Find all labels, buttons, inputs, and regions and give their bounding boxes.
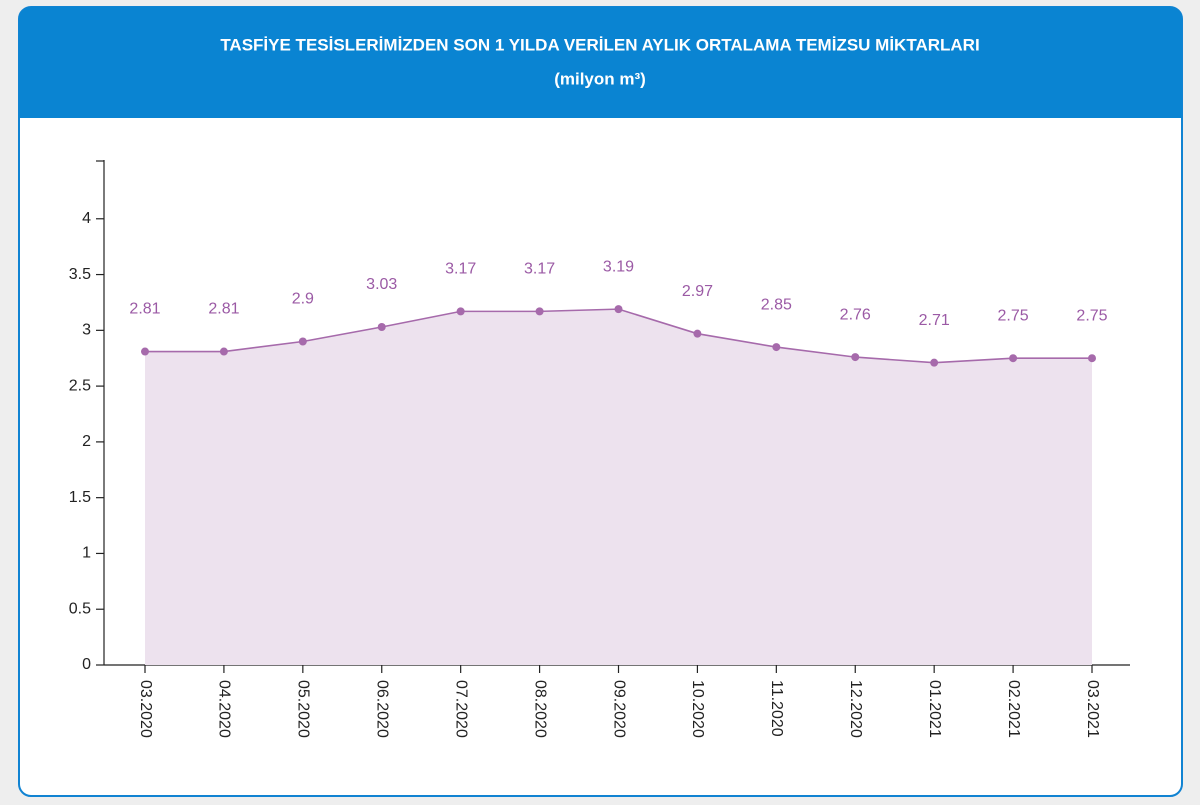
x-tick-label: 10.2020 [689,680,706,738]
x-tick-label: 02.2021 [1005,680,1022,738]
x-tick-label: 04.2020 [216,680,233,738]
x-tick-label: 07.2020 [452,680,469,738]
x-tick-label: 09.2020 [610,680,627,738]
point [219,347,228,356]
value-label: 2.76 [840,306,871,323]
value-label: 2.81 [129,301,160,318]
point [930,358,939,367]
point [141,347,149,356]
value-label: 2.75 [1076,307,1107,324]
value-label: 2.75 [998,307,1029,324]
value-label: 2.85 [761,296,792,313]
y-tick-label: 0 [82,656,91,673]
x-tick-label: 05.2020 [295,680,312,738]
point [1088,354,1096,363]
y-tick-label: 4 [82,210,91,227]
y-tick-label: 2 [82,433,91,450]
x-tick-label: 12.2020 [847,680,864,738]
value-label: 3.19 [603,258,634,275]
y-tick-label: 3 [82,322,91,339]
header [19,7,1182,118]
x-tick-label: 11.2020 [768,680,785,737]
point [456,307,465,316]
point [614,305,623,314]
point [851,353,860,362]
chart-subtitle: (milyon m³) [554,69,646,88]
x-tick-label: 01.2021 [926,680,943,738]
value-label: 3.03 [366,276,397,293]
x-tick-label: 03.2021 [1084,680,1101,738]
value-label: 2.9 [292,291,314,308]
x-tick-label: 08.2020 [531,680,548,738]
y-tick-label: 0.5 [69,600,91,617]
y-tick-label: 3.5 [69,266,91,283]
point [1009,354,1018,363]
point [377,322,386,331]
value-label: 2.71 [919,312,950,329]
point [772,343,781,352]
y-tick-label: 2.5 [69,377,91,394]
value-label: 3.17 [524,261,555,278]
point [535,307,544,316]
point [298,337,307,346]
x-tick-label: 06.2020 [374,680,391,738]
y-tick-label: 1 [82,545,91,562]
chart-title: TASFİYE TESİSLERİMİZDEN SON 1 YILDA VERİ… [220,35,979,54]
x-tick-label: 03.2020 [137,680,154,738]
point [693,329,702,338]
y-tick-label: 1.5 [69,489,91,506]
value-label: 3.17 [445,261,476,278]
value-label: 2.81 [208,301,239,318]
value-label: 2.97 [682,283,713,300]
area [145,309,1092,665]
